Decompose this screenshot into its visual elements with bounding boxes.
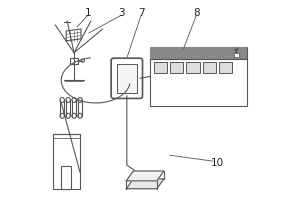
Bar xyxy=(150,47,247,106)
Bar xyxy=(154,62,167,73)
Bar xyxy=(61,166,71,189)
Text: 3: 3 xyxy=(118,8,125,18)
Bar xyxy=(150,47,247,59)
Ellipse shape xyxy=(78,113,82,118)
Text: 1: 1 xyxy=(85,8,91,18)
Text: 10: 10 xyxy=(211,158,224,168)
Ellipse shape xyxy=(72,98,76,102)
Text: 8: 8 xyxy=(193,8,200,18)
Circle shape xyxy=(81,59,85,62)
Ellipse shape xyxy=(66,113,70,118)
Bar xyxy=(170,62,183,73)
Bar xyxy=(53,134,80,189)
Bar xyxy=(219,62,232,73)
Bar xyxy=(234,53,239,57)
Ellipse shape xyxy=(72,113,76,118)
Bar xyxy=(70,58,78,64)
Text: 7: 7 xyxy=(138,8,144,18)
Polygon shape xyxy=(126,179,164,189)
Ellipse shape xyxy=(60,98,64,102)
Bar xyxy=(117,64,136,93)
Bar xyxy=(203,62,216,73)
FancyBboxPatch shape xyxy=(111,58,142,98)
Polygon shape xyxy=(126,171,164,181)
Ellipse shape xyxy=(78,98,82,102)
Bar xyxy=(186,62,200,73)
Ellipse shape xyxy=(66,98,70,102)
Ellipse shape xyxy=(60,113,64,118)
